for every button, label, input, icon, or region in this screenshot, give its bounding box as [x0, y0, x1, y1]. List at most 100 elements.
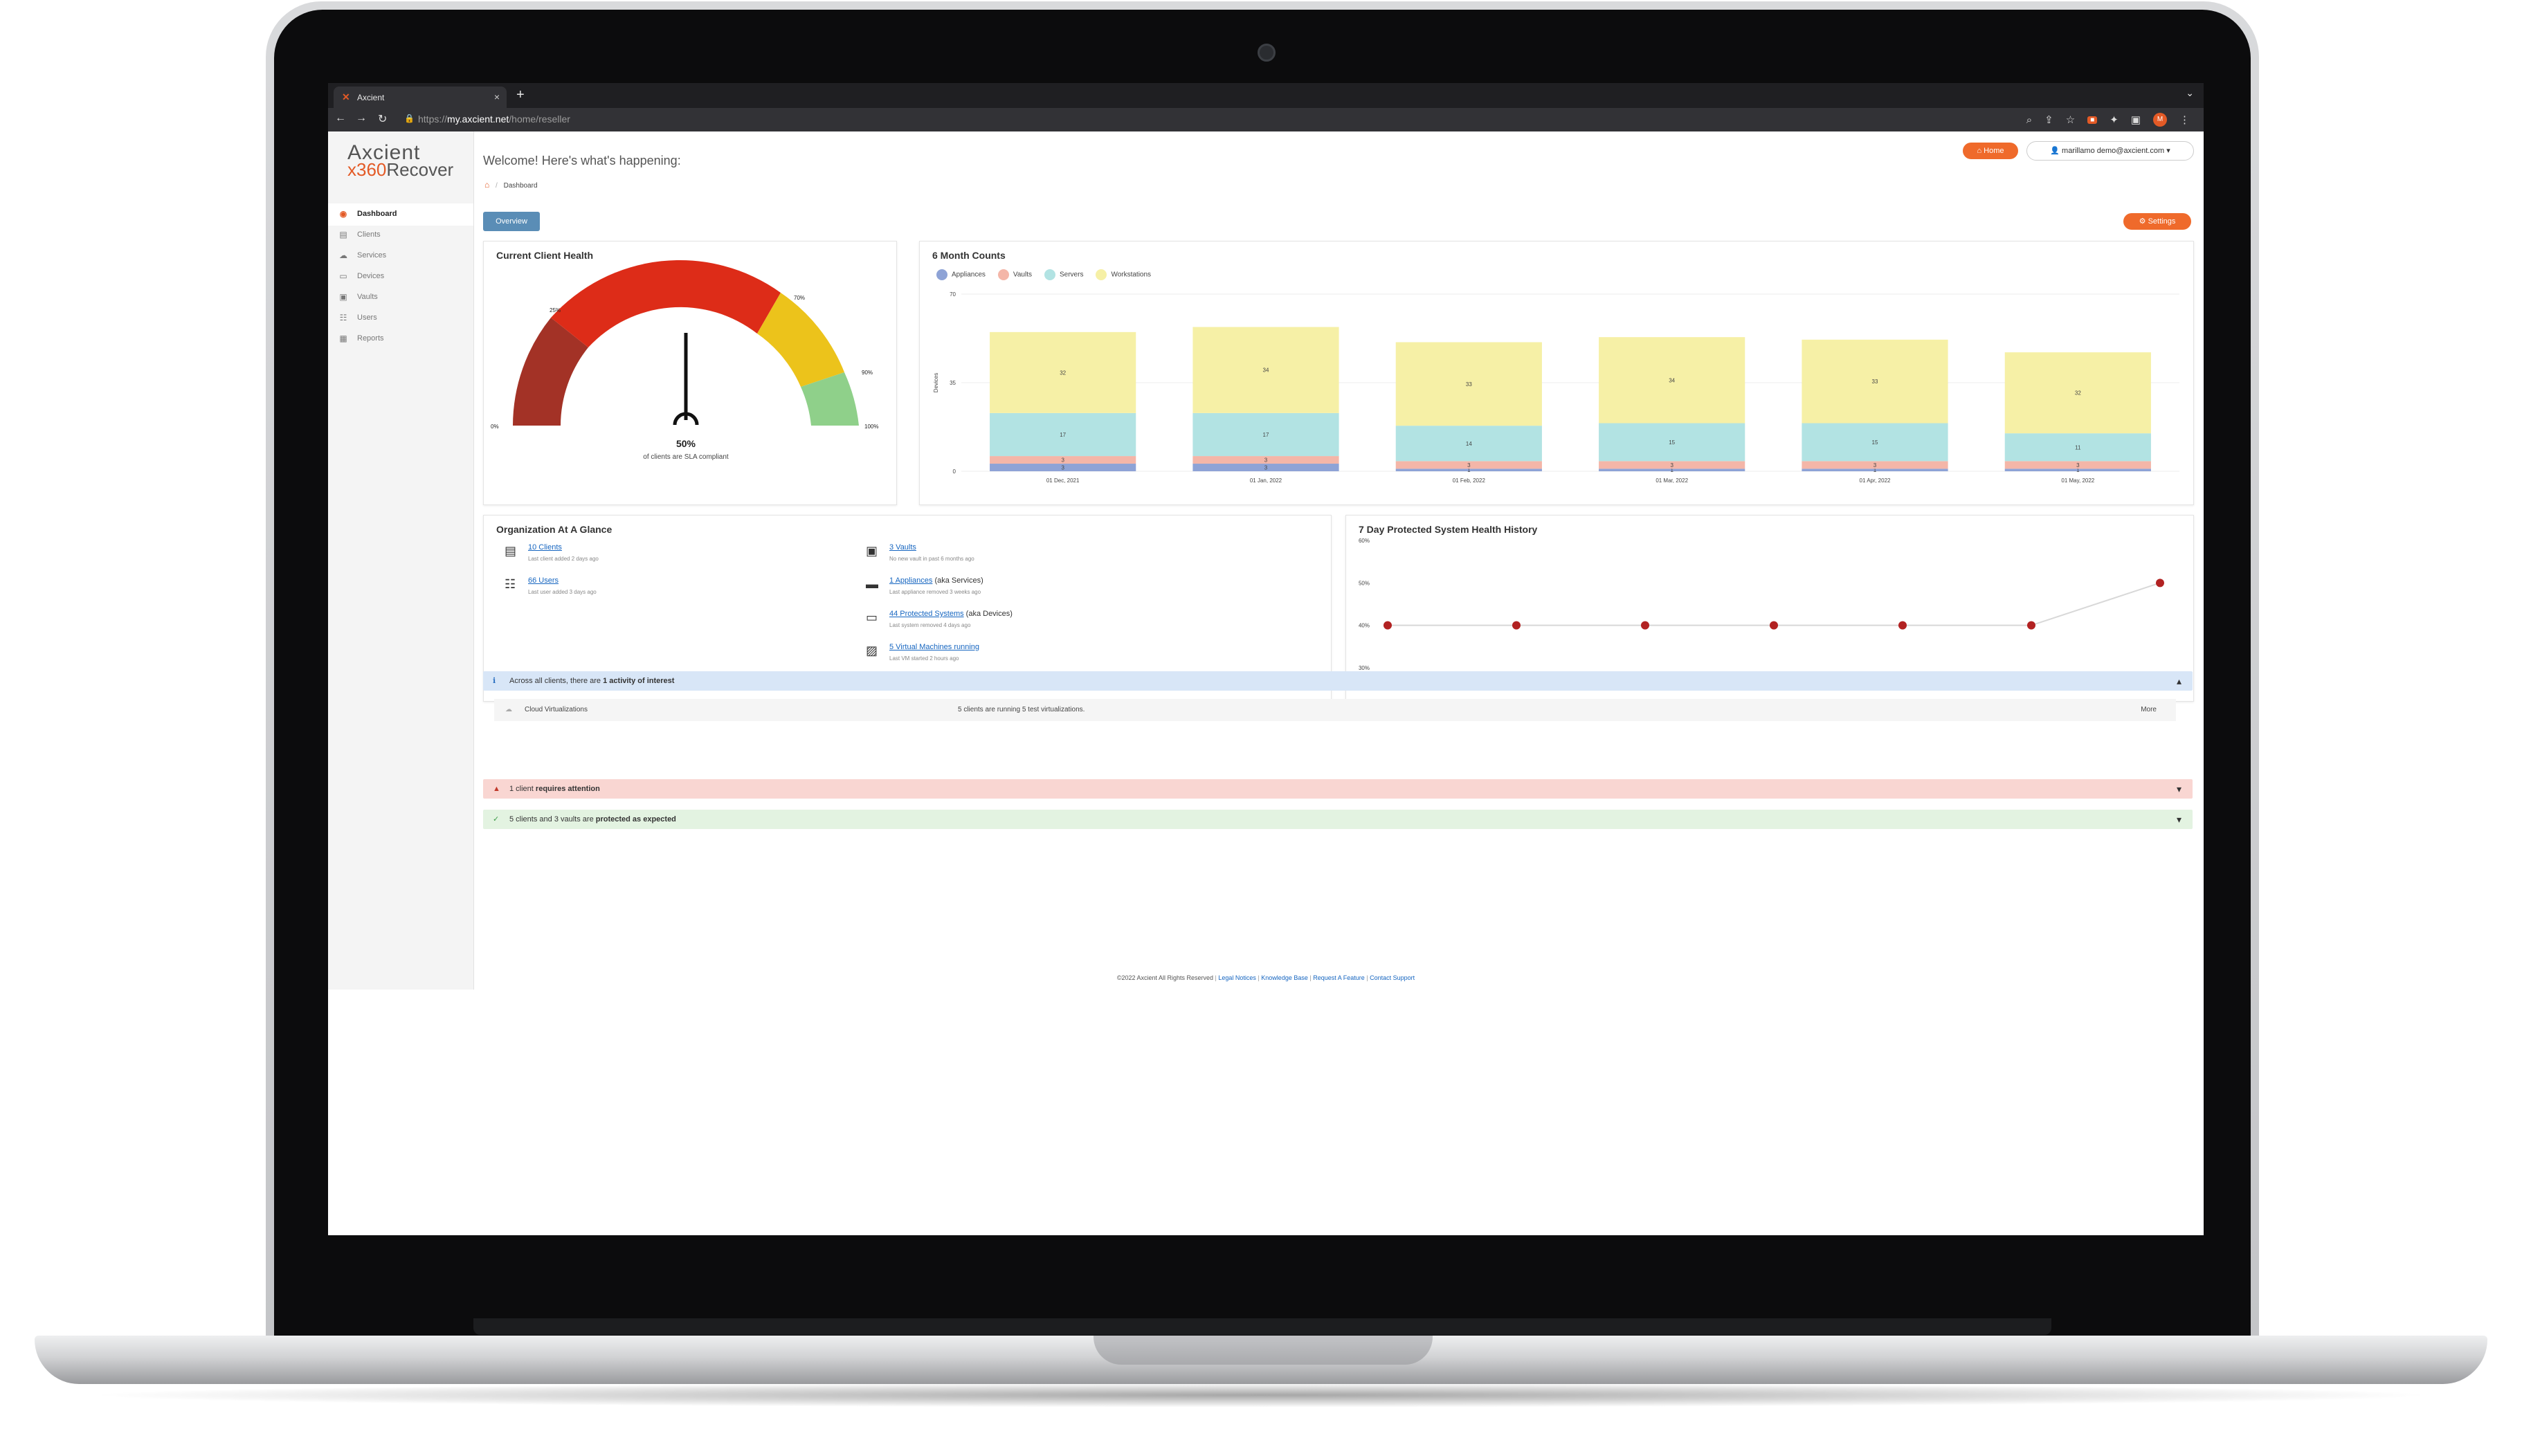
sidebar-item-devices[interactable]: ▭ Devices	[328, 266, 473, 288]
line-point[interactable]	[2027, 621, 2035, 630]
close-tab-icon[interactable]: ×	[493, 91, 500, 102]
bar-segment-workstations[interactable]	[1192, 327, 1339, 413]
footer-support-link[interactable]: Contact Support	[1370, 974, 1415, 981]
protected-alert-bar[interactable]: ✓ 5 clients and 3 vaults are protected a…	[483, 810, 2193, 829]
extensions-puzzle-icon[interactable]: ✦	[2110, 114, 2119, 126]
activity-alert-bar[interactable]: ℹ Across all clients, there are 1 activi…	[483, 671, 2193, 691]
glance-item-link[interactable]: 3 Vaults	[889, 543, 916, 552]
legend-label: Vaults	[1013, 271, 1032, 279]
line-point[interactable]	[2156, 579, 2164, 588]
profile-avatar[interactable]: M	[2153, 113, 2167, 127]
legend-item-vaults[interactable]: Vaults	[997, 269, 1032, 280]
reload-icon[interactable]: ↻	[378, 113, 388, 125]
glance-item-subtext: Last appliance removed 3 weeks ago	[889, 589, 981, 595]
tab-overview[interactable]: Overview	[483, 212, 540, 231]
new-tab-button[interactable]: +	[516, 87, 525, 102]
forward-arrow-icon[interactable]: →	[356, 112, 367, 124]
sidebar-item-reports[interactable]: ▦ Reports	[328, 328, 473, 350]
bar-segment-servers[interactable]	[990, 412, 1136, 457]
bar-segment-vaults[interactable]	[1395, 461, 1542, 469]
bar-segment-servers[interactable]	[2004, 433, 2151, 462]
laptop-hinge	[473, 1318, 2051, 1335]
bar-segment-workstations[interactable]	[1395, 342, 1542, 426]
bar-segment-appliances[interactable]	[2004, 468, 2151, 471]
browser-tab-bar: ✕ Axcient × + ⌄	[328, 83, 2204, 108]
sidebar-item-label: Dashboard	[357, 210, 397, 218]
share-icon[interactable]: ⇪	[2044, 114, 2053, 126]
footer-feature-link[interactable]: Request A Feature	[1313, 974, 1365, 981]
bar-segment-vaults[interactable]	[1192, 456, 1339, 464]
user-menu-button[interactable]: 👤 marillamo demo@axcient.com ▾	[2026, 141, 2194, 161]
sidebar-item-clients[interactable]: ▤ Clients	[328, 224, 473, 246]
bar-segment-servers[interactable]	[1395, 426, 1542, 462]
chevron-up-icon[interactable]: ▴	[2176, 675, 2181, 686]
bar-segment-appliances[interactable]	[1599, 468, 1745, 471]
bar-segment-workstations[interactable]	[1599, 337, 1745, 424]
bookmark-star-icon[interactable]: ☆	[2065, 114, 2076, 126]
bar-segment-vaults[interactable]	[1599, 461, 1745, 469]
line-y-tick: 30%	[1359, 665, 1370, 671]
line-point[interactable]	[1770, 621, 1778, 630]
bar-segment-servers[interactable]	[1599, 423, 1745, 462]
gear-icon: ⚙	[2139, 217, 2148, 226]
bar-segment-label: 34	[1263, 367, 1269, 374]
sidebar-item-dashboard[interactable]: ◉ Dashboard	[328, 203, 473, 226]
bar-segment-servers[interactable]	[1802, 423, 1948, 462]
glance-item-text: 10 Clients	[528, 543, 562, 552]
chevron-down-icon[interactable]: ▾	[2176, 783, 2181, 794]
sidebar-item-users[interactable]: ☷ Users	[328, 307, 473, 329]
line-point[interactable]	[1641, 621, 1649, 630]
glance-item-link[interactable]: 44 Protected Systems	[889, 610, 964, 618]
browser-tab[interactable]: ✕ Axcient ×	[334, 87, 507, 108]
bar-x-tick: 01 Jan, 2022	[1250, 477, 1282, 484]
chevron-down-icon[interactable]: ▾	[2176, 814, 2181, 825]
attention-alert-bar[interactable]: ▲ 1 client requires attention ▾	[483, 779, 2193, 799]
bar-y-tick: 70	[950, 291, 956, 298]
glance-item-link[interactable]: 5 Virtual Machines running	[889, 643, 980, 651]
footer-legal-link[interactable]: Legal Notices	[1218, 974, 1256, 981]
bar-segment-appliances[interactable]	[1192, 464, 1339, 471]
settings-button[interactable]: ⚙ Settings	[2123, 213, 2191, 230]
more-link[interactable]: More	[2141, 706, 2157, 713]
bar-segment-workstations[interactable]	[1802, 339, 1948, 424]
sidebar-toggle-icon[interactable]: ▣	[2130, 114, 2141, 126]
bar-segment-appliances[interactable]	[990, 464, 1136, 471]
webcam	[1258, 44, 1276, 62]
bar-segment-label: 14	[1466, 441, 1472, 447]
legend-item-servers[interactable]: Servers	[1044, 269, 1083, 280]
footer-copyright: ©2022 Axcient All Rights Reserved	[1116, 974, 1214, 981]
back-arrow-icon[interactable]: ←	[335, 112, 346, 124]
glance-item-link[interactable]: 1 Appliances	[889, 576, 933, 585]
home-button[interactable]: ⌂ Home	[1963, 143, 2018, 159]
bar-segment-vaults[interactable]	[990, 456, 1136, 464]
url-field[interactable]: https://my.axcient.net/home/reseller	[418, 113, 570, 125]
zoom-icon[interactable]: ⌕	[2026, 113, 2033, 126]
glance-item-link[interactable]: 66 Users	[528, 576, 559, 585]
bar-segment-appliances[interactable]	[1395, 468, 1542, 471]
tab-search-chevron-icon[interactable]: ⌄	[2186, 87, 2194, 98]
legend-item-appliances[interactable]: Appliances	[936, 269, 986, 280]
bar-segment-appliances[interactable]	[1802, 468, 1948, 471]
legend-item-workstations[interactable]: Workstations	[1096, 269, 1151, 280]
bar-segment-workstations[interactable]	[990, 331, 1136, 413]
line-point[interactable]	[1898, 621, 1907, 630]
sidebar-item-services[interactable]: ☁ Services	[328, 245, 473, 267]
sidebar-item-label: Services	[357, 251, 387, 260]
breadcrumb-home-icon[interactable]: ⌂	[484, 180, 490, 190]
glance-item-extra: (aka Services)	[932, 576, 983, 585]
bar-segment-workstations[interactable]	[2004, 352, 2151, 434]
footer-kb-link[interactable]: Knowledge Base	[1261, 974, 1308, 981]
line-series	[1388, 582, 2161, 626]
bar-segment-servers[interactable]	[1192, 412, 1339, 457]
line-y-tick: 60%	[1359, 538, 1370, 544]
logo-product-rest: Recover	[386, 159, 454, 180]
extension-badge-icon[interactable]: ■	[2087, 116, 2098, 124]
glance-item-link[interactable]: 10 Clients	[528, 543, 562, 552]
line-point[interactable]	[1512, 621, 1521, 630]
bar-segment-vaults[interactable]	[2004, 461, 2151, 469]
browser-menu-icon[interactable]: ⋮	[2179, 114, 2190, 126]
sidebar-item-vaults[interactable]: ▣ Vaults	[328, 286, 473, 309]
bar-segment-vaults[interactable]	[1802, 461, 1948, 469]
line-point[interactable]	[1384, 621, 1392, 630]
glance-panel: Organization At A Glance ▤ 10 Clients Last…	[483, 515, 1332, 702]
